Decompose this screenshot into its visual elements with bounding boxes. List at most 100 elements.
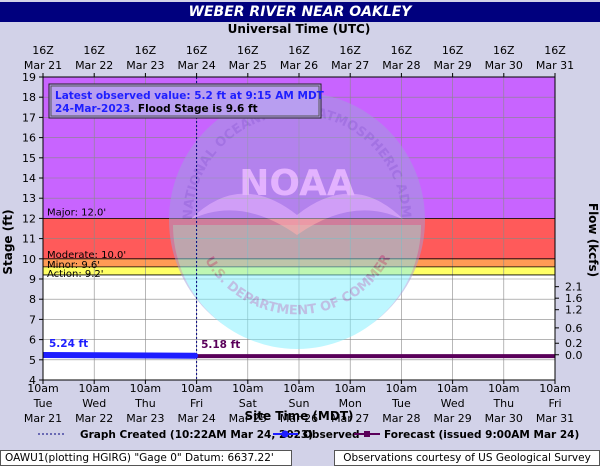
top-tick-date: Mar 25 [229,59,267,72]
bottom-tick-time: 10am [437,382,468,395]
title-bar: WEBER RIVER NEAR OAKLEY [0,2,600,22]
y-tick-label: 9 [29,273,36,286]
watermark-center-text: NOAA [239,163,355,204]
info-date: 24-Mar-2023 [55,103,130,115]
bottom-tick-time: 10am [181,382,212,395]
page-title: WEBER RIVER NEAR OAKLEY [188,4,412,20]
flood-category-label: Major: 12.0' [47,207,106,218]
bottom-tick-date: Mar 24 [177,412,215,425]
bottom-tick-day: Thu [492,397,514,410]
y-tick-label: 13 [22,192,36,205]
y-tick-label: 7 [29,313,36,326]
bottom-tick-day: Fri [548,397,561,410]
y-tick-label: 11 [22,233,36,246]
top-tick-label: 16Z [391,44,413,57]
top-tick-date: Mar 24 [177,59,215,72]
bottom-tick-day: Tue [33,397,53,410]
bottom-tick-date: Mar 25 [229,412,267,425]
y-axis-title: Stage (ft) [1,209,15,274]
bottom-tick-time: 10am [539,382,570,395]
observed-line [42,351,196,359]
bottom-tick-time: 10am [334,382,365,395]
bottom-axis-title: Site Time (MDT) [245,409,354,423]
top-tick-label: 16Z [237,44,259,57]
bottom-tick-time: 10am [27,382,58,395]
bottom-tick-date: Mar 31 [536,412,574,425]
footer-credit: Observations courtesy of US Geological S… [334,450,600,466]
top-axis-ticks: 16Z Mar 21 16Z Mar 22 16Z Mar 23 16Z Mar 24 16Z M… [24,44,574,77]
y-tick-label: 8 [29,293,36,306]
bottom-tick-date: Mar 29 [433,412,471,425]
forecast-value-label: 5.18 ft [201,339,240,351]
top-tick-date: Mar 26 [280,59,318,72]
top-tick-label: 16Z [493,44,515,57]
y2-tick-label: 2.1 [565,281,583,294]
bottom-tick-day: Wed [82,397,106,410]
y-tick-label: 4 [29,374,36,387]
bottom-tick-time: 10am [78,382,109,395]
top-tick-label: 16Z [442,44,464,57]
bottom-tick-day: Wed [441,397,465,410]
y-tick-label: 14 [22,172,36,185]
legend-graph-created: Graph Created (10:22AM Mar 24, 2023) [80,429,313,441]
y-tick-label: 19 [22,71,36,84]
legend-observed: Observed [303,429,359,441]
bottom-tick-date: Mar 28 [382,412,420,425]
latest-observed-info-box: Latest observed value: 5.2 ft at 9:15 AM… [48,83,325,119]
y-tick-label: 6 [29,334,36,347]
bottom-tick-date: Mar 21 [24,412,62,425]
y-tick-label: 17 [22,111,36,124]
top-tick-label: 16Z [83,44,105,57]
flood-category-label: Moderate: 10.0' [47,250,126,261]
top-tick-label: 16Z [32,44,54,57]
top-tick-date: Mar 27 [331,59,369,72]
y-tick-label: 10 [22,253,36,266]
legend: Graph Created (10:22AM Mar 24, 2023) Obs… [38,429,579,441]
y-tick-label: 16 [22,132,36,145]
bottom-tick-day: Thu [134,397,156,410]
bottom-tick-time: 10am [386,382,417,395]
y2-tick-label: 1.2 [565,304,583,317]
bottom-tick-time: 10am [130,382,161,395]
top-tick-date: Mar 28 [382,59,420,72]
svg-text:24-Mar-2023. Flood Stage is 9.: 24-Mar-2023. Flood Stage is 9.6 ft [55,103,258,115]
y-axis-ticks: 4 5 6 7 8 9 10 11 12 13 14 15 16 17 18 19 [22,71,43,387]
watermark-gull [190,193,404,235]
flood-category-labels: Major: 12.0' Moderate: 10.0'Minor: 9.6'Ac… [47,207,126,280]
top-tick-date: Mar 31 [536,59,574,72]
bottom-tick-day: Fri [190,397,203,410]
observed-value-label: 5.24 ft [49,338,88,350]
bottom-tick-day: Sat [239,397,258,410]
flood-category-label: Action: 9.2' [47,269,104,280]
bottom-tick-time: 10am [232,382,263,395]
y2-axis-title: Flow (kcfs) [586,203,600,277]
flood-category-label: Minor: 9.6' [47,260,100,271]
bottom-tick-date: Mar 27 [331,412,369,425]
bottom-tick-time: 10am [283,382,314,395]
hydrograph-chart: Universal Time (UTC) Site Time (MDT) Sta… [1,22,600,441]
y2-tick-label: 1.6 [565,292,583,305]
top-tick-label: 16Z [339,44,361,57]
info-latest-observed: Latest observed value: 5.2 ft at 9:15 AM… [55,90,325,102]
bottom-tick-day: Tue [391,397,411,410]
y2-tick-label: 0.0 [565,349,583,362]
observed-last-point [192,352,199,359]
y-tick-label: 12 [22,212,36,225]
y-tick-label: 5 [29,354,36,367]
info-flood-stage: . Flood Stage is 9.6 ft [130,103,257,115]
bottom-tick-date: Mar 23 [126,412,164,425]
bottom-tick-date: Mar 22 [75,412,113,425]
hydrograph-series: 5.24 ft 5.18 ft [42,338,555,359]
bottom-tick-time: 10am [488,382,519,395]
bottom-tick-date: Mar 26 [280,412,318,425]
top-tick-label: 16Z [288,44,310,57]
top-tick-date: Mar 21 [24,59,62,72]
y2-tick-label: 0.6 [565,322,583,335]
top-tick-date: Mar 23 [126,59,164,72]
legend-forecast: Forecast (issued 9:00AM Mar 24) [384,429,579,441]
footer-datum: OAWU1(plotting HGIRG) "Gage 0" Datum: 66… [0,450,292,466]
bottom-axis-ticks: 10am Tue Mar 21 10am Wed Mar 22 10am Thu Mar 23 1… [24,380,574,425]
watermark-lower-half [173,225,421,349]
y-tick-label: 15 [22,152,36,165]
